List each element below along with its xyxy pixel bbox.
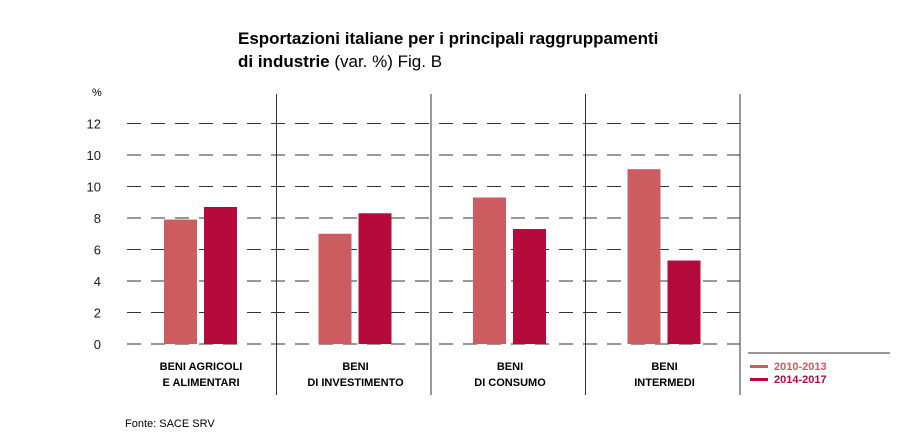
y-tick-label: 10 [87, 180, 101, 195]
y-axis-unit: % [92, 87, 102, 99]
y-tick-label: 0 [94, 337, 101, 352]
x-tick-label: BENI [342, 361, 368, 373]
bar-2014-2017 [513, 229, 546, 344]
bar-2014-2017 [204, 206, 237, 344]
legend-label: 2010-2013 [774, 361, 827, 373]
chart-title-line1: Esportazioni italiane per i principali r… [238, 29, 658, 48]
bar-2010-2013 [627, 169, 661, 344]
chart-title-line2: di industrie (var. %) Fig. B [238, 52, 442, 71]
legend-swatch [750, 378, 768, 381]
x-tick-label: BENI [497, 361, 523, 373]
y-tick-label: 10 [87, 148, 101, 163]
x-tick-label: DI INVESTIMENTO [307, 377, 404, 389]
y-tick-label: 8 [94, 211, 101, 226]
x-tick-label: BENI AGRICOLI [160, 361, 243, 373]
x-tick-label: DI CONSUMO [474, 377, 546, 389]
bar-2010-2013 [318, 233, 352, 344]
bar-2010-2013 [473, 197, 506, 344]
x-tick-label: INTERMEDI [634, 377, 695, 389]
x-tick-label: E ALIMENTARI [163, 377, 240, 389]
bar-2014-2017 [667, 260, 701, 344]
y-tick-label: 12 [87, 117, 101, 132]
chart-title-line2-bold: di industrie [238, 52, 330, 71]
chart-title-line2-rest: (var. %) Fig. B [330, 52, 442, 71]
y-tick-label: 4 [94, 274, 101, 289]
bar-2010-2013 [164, 219, 197, 344]
legend-label: 2014-2017 [774, 374, 827, 386]
y-tick-label: 6 [94, 243, 101, 258]
bars [164, 169, 701, 344]
legend-swatch [750, 365, 768, 368]
y-tick-label: 2 [94, 306, 101, 321]
y-axis-ticks: 0 2 4 6 8 10 10 12 [87, 117, 101, 353]
source-note: Fonte: SACE SRV [125, 418, 215, 430]
x-axis-labels: BENI AGRICOLI E ALIMENTARI BENI DI INVESTIM… [160, 361, 695, 389]
x-tick-label: BENI [651, 361, 677, 373]
bar-2014-2017 [358, 213, 392, 344]
